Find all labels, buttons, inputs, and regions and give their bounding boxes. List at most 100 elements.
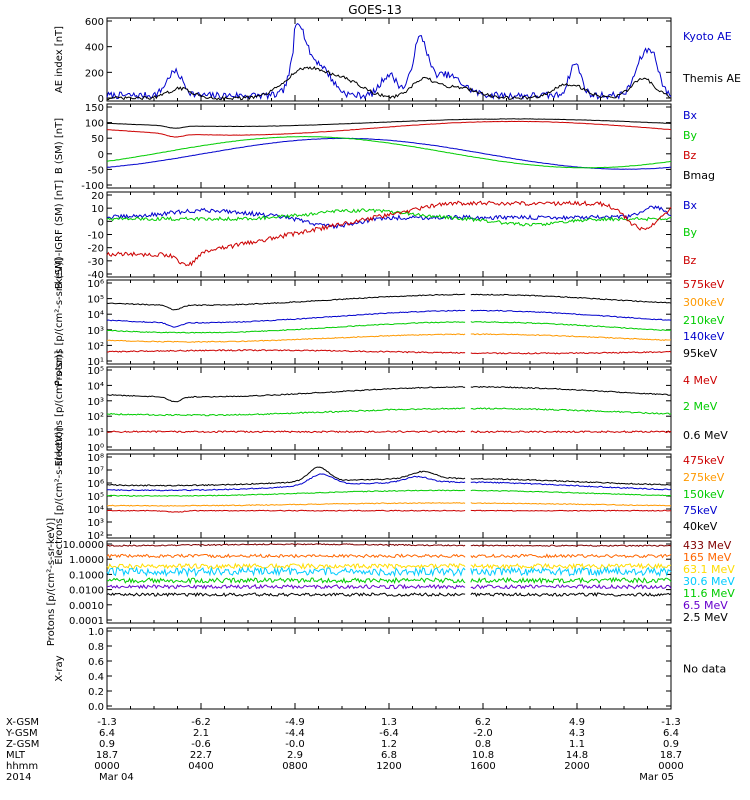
y-tick-label: 50 xyxy=(91,134,104,145)
y-tick-label: 10² xyxy=(87,412,104,423)
legend-entry: 75keV xyxy=(683,504,718,517)
y-axis-label: X-ray xyxy=(54,655,65,681)
series-line-150kev xyxy=(106,489,672,497)
panel-frame xyxy=(106,366,672,451)
y-tick-label: 10⁵ xyxy=(87,366,104,377)
series-line-140kev xyxy=(106,309,672,328)
series-line-165-mev xyxy=(106,553,672,559)
y-tick-label: 0 xyxy=(98,150,104,161)
series-line-210kev xyxy=(106,321,672,334)
start-date: Mar 04 xyxy=(99,772,134,783)
legend-entry: Bx xyxy=(683,109,698,122)
panel-5: 10⁰ 10¹ 10² 10³ 10⁴ 10⁵ Electrons [p/(cm²-s-sr… xyxy=(54,351,728,467)
axis-row-value: 6.4 xyxy=(99,728,115,739)
legend-entry: Bz xyxy=(683,254,697,267)
legend-entry: 140keV xyxy=(683,330,725,343)
legend-entry: Kyoto AE xyxy=(683,30,732,43)
legend-entry: 11.6 MeV xyxy=(683,587,735,600)
y-tick-label: -50 xyxy=(88,165,104,176)
axis-row-value: 2.9 xyxy=(287,750,303,761)
axis-row-value: 18.7 xyxy=(660,750,682,761)
legend-entry: 433 MeV xyxy=(683,539,732,552)
axis-row-value: 22.7 xyxy=(190,750,212,761)
y-tick-label: 200 xyxy=(85,68,104,79)
axis-row-value: -4.9 xyxy=(285,717,305,728)
y-tick-label: -20 xyxy=(88,244,104,255)
y-tick-label: 10.0000 xyxy=(63,540,104,551)
series-line-2-5-mev xyxy=(106,592,672,598)
y-tick-label: 150 xyxy=(85,103,104,114)
panel-6: 10² 10³ 10⁴ 10⁵ 10⁶ 10⁷ 10⁸ Electrons [p/(cm²-s… xyxy=(54,427,725,564)
series-line-433-mev xyxy=(106,543,672,548)
legend-entry: 6.5 MeV xyxy=(683,599,728,612)
y-tick-label: -40 xyxy=(88,270,104,281)
legend-entry: 4 MeV xyxy=(683,374,718,387)
y-tick-label: 10⁴ xyxy=(87,381,104,392)
legend-entry: Bz xyxy=(683,149,697,162)
no-data-note: No data xyxy=(683,663,726,676)
series-line-4-mev xyxy=(106,430,672,434)
axis-row-value: 1600 xyxy=(470,761,495,772)
axis-row-value: 1.3 xyxy=(381,717,397,728)
y-tick-label: -10 xyxy=(88,231,104,242)
legend-entry: Bx xyxy=(683,199,698,212)
legend-entry: 165 MeV xyxy=(683,551,732,564)
axis-row-value: 0400 xyxy=(188,761,213,772)
y-axis-label: Electrons [p/(cm²-s-sr)] xyxy=(54,351,65,467)
series-line-kyoto-ae xyxy=(106,22,672,101)
y-tick-label: 10⁴ xyxy=(87,505,104,516)
series-line-bx xyxy=(106,137,672,170)
axis-row-value: -1.3 xyxy=(97,717,117,728)
y-tick-label: 0.8 xyxy=(88,642,104,653)
axis-row-label: Y-GSM xyxy=(5,728,38,739)
series-line-11-6-mev xyxy=(106,576,672,585)
legend-entry: Themis AE xyxy=(682,72,741,85)
series-line-by xyxy=(106,208,672,227)
series-line-40kev xyxy=(106,466,672,487)
axis-row-value: -0.0 xyxy=(285,739,305,750)
series-line-6-5-mev xyxy=(106,583,672,590)
legend-entry: 2 MeV xyxy=(683,400,718,413)
y-axis-label: Protons [p/(cm²-s-sr-keV)] xyxy=(54,258,65,386)
y-axis-label: Protons [p/(cm²-s-sr-keV)] xyxy=(46,518,57,646)
axis-row-value: 2000 xyxy=(564,761,589,772)
series-line-575kev xyxy=(107,349,672,355)
y-tick-label: 10 xyxy=(91,204,104,215)
axis-row-label: MLT xyxy=(6,750,26,761)
legend-entry: 475keV xyxy=(683,454,725,467)
series-line-63-1-mev xyxy=(106,562,672,571)
y-tick-label: 600 xyxy=(85,17,104,28)
legend-entry: By xyxy=(683,129,698,142)
series-line-bx xyxy=(106,205,672,230)
y-tick-label: 10⁴ xyxy=(87,310,104,321)
axis-row-value: 0800 xyxy=(282,761,307,772)
axis-row-value: -1.3 xyxy=(661,717,681,728)
axis-row-value: -6.4 xyxy=(379,728,399,739)
series-line-30-6-mev xyxy=(106,566,672,578)
panel-7: 0.0001 0.0010 0.0100 0.1000 1.0000 10.0000 Pro… xyxy=(46,518,735,646)
axis-row-value: 14.8 xyxy=(566,750,588,761)
y-tick-label: 0.0 xyxy=(88,702,104,713)
y-tick-label: 0.0001 xyxy=(69,616,104,627)
axis-row-value: 6.8 xyxy=(381,750,397,761)
legend-entry: 575keV xyxy=(683,278,725,291)
y-tick-label: 1.0 xyxy=(88,627,104,638)
panel-frame xyxy=(106,17,672,102)
axis-row-value: 10.8 xyxy=(472,750,494,761)
y-tick-label: 10³ xyxy=(87,397,104,408)
legend-entry: 95keV xyxy=(683,347,718,360)
y-tick-label: 0.0010 xyxy=(69,601,104,612)
axis-row-value: 0.8 xyxy=(475,739,491,750)
legend-entry: 2.5 MeV xyxy=(683,611,728,624)
y-tick-label: 0.2 xyxy=(88,687,104,698)
legend-entry: 63.1 MeV xyxy=(683,563,735,576)
y-tick-label: 10⁵ xyxy=(87,295,104,306)
axis-row-label: hhmm xyxy=(6,761,38,772)
axis-row-value: 0000 xyxy=(94,761,119,772)
series-line-bz xyxy=(106,120,672,138)
panel-2: -100 -50 0 50 100 150 B (SM) [nT] Bx By Bz Bmag xyxy=(54,103,715,192)
y-tick-label: 400 xyxy=(85,43,104,54)
panel-frame xyxy=(106,627,672,710)
y-tick-label: 10⁶ xyxy=(87,279,104,290)
series-line-bz xyxy=(106,200,672,267)
